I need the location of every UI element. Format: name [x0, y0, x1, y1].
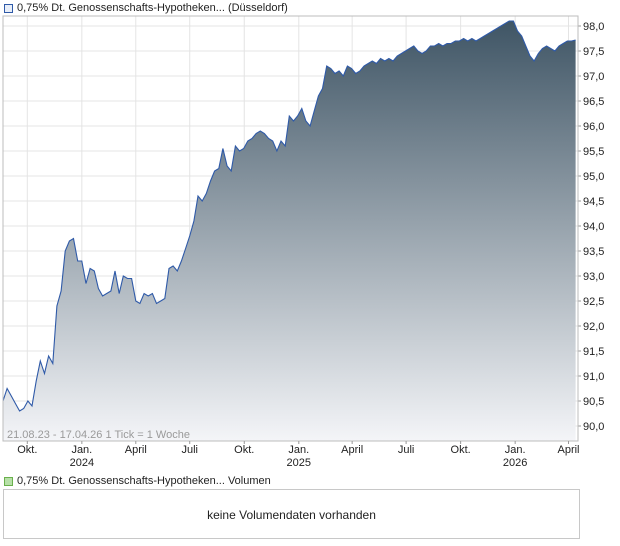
x-tick-label: Okt.	[451, 444, 471, 456]
price-legend-label: 0,75% Dt. Genossenschafts-Hypotheken... …	[17, 2, 288, 14]
x-tick-year-label: 2026	[503, 457, 527, 469]
price-line	[2, 20, 576, 412]
price-legend: 0,75% Dt. Genossenschafts-Hypotheken... …	[4, 2, 288, 14]
x-tick-label: Jan.	[288, 444, 309, 456]
price-chart: 90,0 90,5 91,0 91,5 92,0 92,5 93,0 93,5 94,0 94,5…	[2, 15, 604, 469]
price-legend-swatch	[4, 3, 13, 13]
x-tick-label: April	[341, 444, 363, 456]
volume-legend-swatch	[4, 476, 13, 486]
y-tick-label: 90,0	[583, 421, 604, 433]
plot-frame	[2, 15, 579, 442]
y-tick-label: 97,5	[583, 46, 604, 58]
volume-legend-label: 0,75% Dt. Genossenschafts-Hypotheken... …	[17, 475, 271, 487]
x-tick-label: Jan.	[505, 444, 526, 456]
volume-empty-message: keine Volumendaten vorhanden	[207, 508, 376, 522]
x-tick-year-label: 2025	[287, 457, 311, 469]
y-tick-label: 95,0	[583, 171, 604, 183]
y-tick-label: 91,5	[583, 346, 604, 358]
date-range-note: 21.08.23 - 17.04.26 1 Tick = 1 Woche	[7, 429, 190, 441]
x-tick-label: Okt.	[234, 444, 254, 456]
x-tick-label: April	[125, 444, 147, 456]
y-tick-label: 95,5	[583, 146, 604, 158]
x-tick-label: Jan.	[71, 444, 92, 456]
y-tick-label: 97,0	[583, 71, 604, 83]
y-tick-label: 93,0	[583, 271, 604, 283]
volume-panel: keine Volumendaten vorhanden	[3, 489, 580, 539]
y-tick-label: 92,5	[583, 296, 604, 308]
volume-legend: 0,75% Dt. Genossenschafts-Hypotheken... …	[4, 475, 271, 487]
y-tick-label: 92,0	[583, 321, 604, 333]
y-tick-label: 91,0	[583, 371, 604, 383]
x-tick-label: Juli	[398, 444, 415, 456]
y-tick-label: 94,5	[583, 196, 604, 208]
y-tick-label: 96,5	[583, 96, 604, 108]
y-tick-label: 94,0	[583, 221, 604, 233]
x-tick-label: April	[558, 444, 580, 456]
x-tick-year-label: 2024	[70, 457, 94, 469]
x-tick-label: Juli	[181, 444, 198, 456]
price-area	[3, 21, 576, 441]
y-tick-label: 90,5	[583, 396, 604, 408]
y-tick-label: 93,5	[583, 246, 604, 258]
y-tick-label: 98,0	[583, 21, 604, 33]
x-tick-label: Okt.	[17, 444, 37, 456]
y-tick-label: 96,0	[583, 121, 604, 133]
